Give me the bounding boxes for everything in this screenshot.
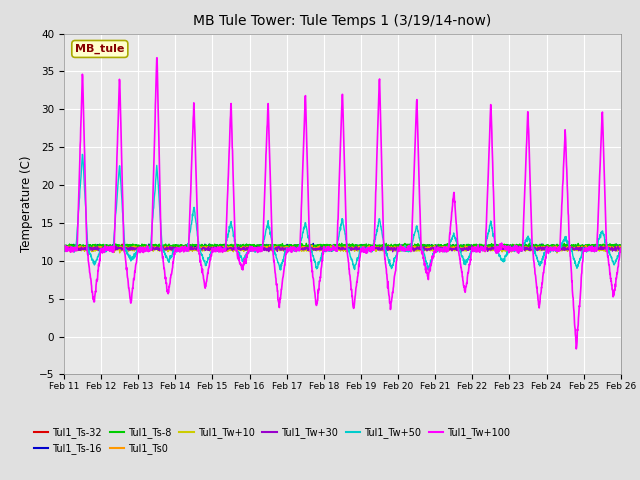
Tul1_Ts-16 <box>310 240 317 246</box>
Tul1_Tw+100 <box>316 274 324 280</box>
Line: Tul1_Tw+100: Tul1_Tw+100 <box>64 58 621 349</box>
Tul1_Ts0 <box>308 242 316 248</box>
Tul1_Ts-16 <box>89 243 97 249</box>
Tul1_Tw+50 <box>601 240 609 246</box>
Tul1_Tw+100 <box>88 289 96 295</box>
Tul1_Tw+10 <box>553 250 561 256</box>
Tul1_Ts-16 <box>499 244 507 250</box>
Tul1_Ts-16 <box>601 244 609 250</box>
Tul1_Ts0 <box>509 248 516 253</box>
Line: Tul1_Ts-16: Tul1_Ts-16 <box>64 243 621 249</box>
Tul1_Ts-16 <box>332 243 339 249</box>
Tul1_Ts-32 <box>601 244 609 250</box>
Tul1_Tw+50 <box>499 256 507 262</box>
Tul1_Ts-32 <box>317 245 324 251</box>
Tul1_Ts-16 <box>617 243 625 249</box>
Tul1_Tw+30 <box>617 247 625 252</box>
Y-axis label: Temperature (C): Temperature (C) <box>20 156 33 252</box>
Tul1_Ts-32 <box>617 245 625 251</box>
Tul1_Tw+10 <box>617 246 625 252</box>
Tul1_Tw+30 <box>60 246 68 252</box>
Tul1_Ts-16 <box>60 244 68 250</box>
Legend: Tul1_Ts-32, Tul1_Ts-16, Tul1_Ts-8, Tul1_Ts0, Tul1_Tw+10, Tul1_Tw+30, Tul1_Tw+50,: Tul1_Ts-32, Tul1_Ts-16, Tul1_Ts-8, Tul1_… <box>30 423 514 458</box>
Tul1_Ts-8 <box>316 241 324 247</box>
Tul1_Ts-32 <box>60 244 68 250</box>
Tul1_Tw+10 <box>499 247 506 253</box>
Tul1_Tw+50 <box>425 267 433 273</box>
Tul1_Tw+50 <box>602 238 609 244</box>
Tul1_Tw+10 <box>129 243 137 249</box>
Tul1_Ts-32 <box>332 245 339 251</box>
Tul1_Ts-8 <box>331 244 339 250</box>
Tul1_Ts-8 <box>617 244 625 250</box>
Tul1_Ts-32 <box>602 244 609 250</box>
Tul1_Tw+30 <box>499 246 507 252</box>
Title: MB Tule Tower: Tule Temps 1 (3/19/14-now): MB Tule Tower: Tule Temps 1 (3/19/14-now… <box>193 14 492 28</box>
Tul1_Ts-8 <box>277 245 285 251</box>
Tul1_Ts-32 <box>118 241 126 247</box>
Tul1_Ts-8 <box>60 243 68 249</box>
Tul1_Tw+30 <box>389 249 397 254</box>
Tul1_Tw+30 <box>602 245 609 251</box>
Tul1_Tw+100 <box>601 192 609 198</box>
Tul1_Ts0 <box>602 245 609 251</box>
Tul1_Tw+10 <box>316 245 324 251</box>
Line: Tul1_Tw+50: Tul1_Tw+50 <box>64 155 621 270</box>
Tul1_Ts0 <box>499 246 506 252</box>
Tul1_Tw+100 <box>60 247 68 252</box>
Tul1_Ts0 <box>316 245 324 251</box>
Tul1_Tw+10 <box>60 247 68 252</box>
Line: Tul1_Ts0: Tul1_Ts0 <box>64 245 621 251</box>
Tul1_Tw+100 <box>602 199 609 204</box>
Tul1_Ts-16 <box>602 245 609 251</box>
Tul1_Ts-8 <box>338 240 346 246</box>
Line: Tul1_Tw+10: Tul1_Tw+10 <box>64 246 621 253</box>
Tul1_Tw+30 <box>433 243 440 249</box>
Tul1_Tw+50 <box>60 245 68 251</box>
Tul1_Tw+30 <box>331 244 339 250</box>
Line: Tul1_Tw+30: Tul1_Tw+30 <box>64 246 621 252</box>
Tul1_Tw+100 <box>617 246 625 252</box>
Tul1_Ts-16 <box>67 246 74 252</box>
Tul1_Tw+50 <box>331 246 339 252</box>
Line: Tul1_Ts-32: Tul1_Ts-32 <box>64 244 621 250</box>
Line: Tul1_Ts-8: Tul1_Ts-8 <box>64 243 621 248</box>
Tul1_Ts-16 <box>317 243 324 249</box>
Tul1_Tw+30 <box>316 246 324 252</box>
Tul1_Ts0 <box>60 246 68 252</box>
Tul1_Tw+10 <box>331 245 339 251</box>
Tul1_Tw+50 <box>89 256 97 262</box>
Tul1_Ts-32 <box>133 247 141 252</box>
Tul1_Tw+50 <box>617 246 625 252</box>
Tul1_Ts-32 <box>88 244 96 250</box>
Tul1_Tw+30 <box>601 245 609 251</box>
Tul1_Ts0 <box>617 243 625 249</box>
Tul1_Tw+100 <box>572 346 580 352</box>
Tul1_Tw+10 <box>602 245 609 251</box>
Tul1_Ts-32 <box>499 245 507 251</box>
Tul1_Tw+50 <box>316 258 324 264</box>
Tul1_Ts-8 <box>601 243 609 249</box>
Tul1_Tw+100 <box>153 55 161 60</box>
Tul1_Ts0 <box>601 246 609 252</box>
Tul1_Ts0 <box>331 244 339 250</box>
Tul1_Tw+50 <box>79 152 86 157</box>
Tul1_Tw+10 <box>601 245 609 251</box>
Tul1_Tw+30 <box>88 248 96 253</box>
Tul1_Tw+100 <box>499 242 506 248</box>
Tul1_Ts-8 <box>602 244 609 250</box>
Tul1_Ts-8 <box>499 243 507 249</box>
Tul1_Tw+100 <box>331 247 339 253</box>
Text: MB_tule: MB_tule <box>75 44 125 54</box>
Tul1_Ts-8 <box>88 242 96 248</box>
Tul1_Ts0 <box>88 246 96 252</box>
Tul1_Tw+10 <box>88 247 96 253</box>
